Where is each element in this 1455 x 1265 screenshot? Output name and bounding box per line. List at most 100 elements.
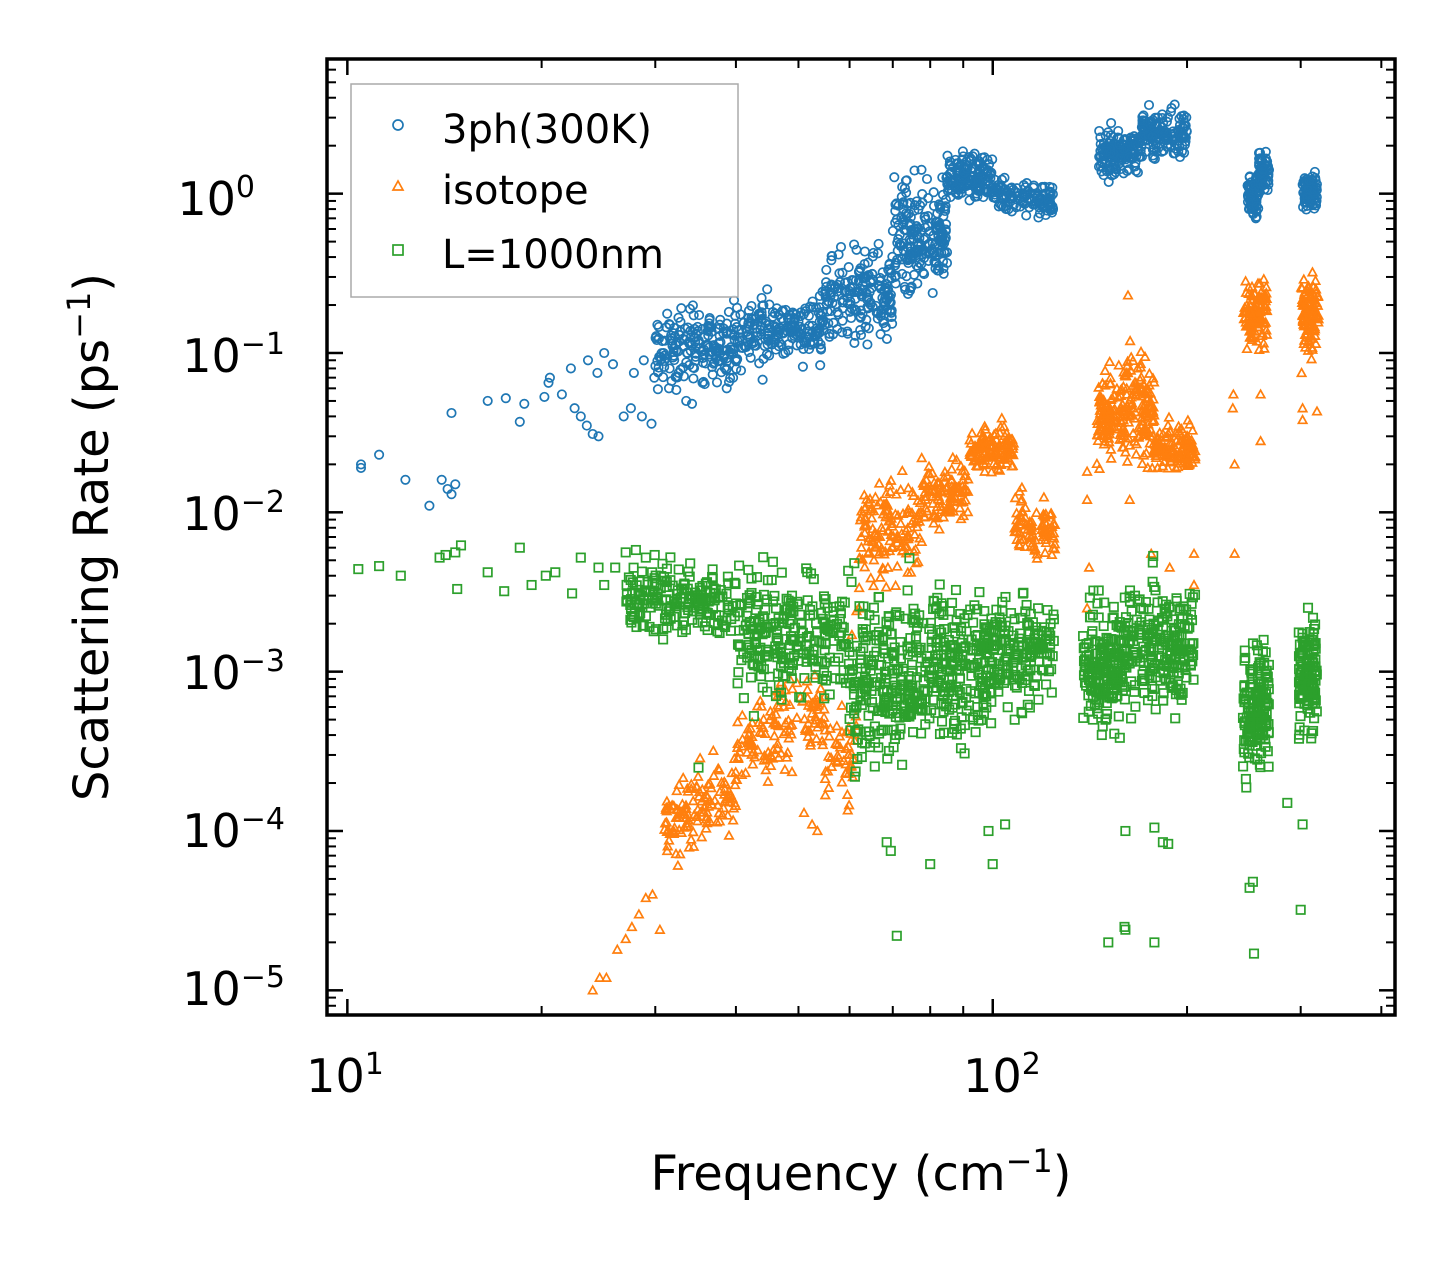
data-point (1095, 132, 1106, 143)
data-point (1171, 593, 1182, 604)
data-point (946, 474, 958, 485)
data-point (1096, 429, 1108, 441)
data-point (1093, 462, 1106, 473)
data-point (855, 541, 868, 552)
data-point (1298, 334, 1311, 345)
data-point (846, 576, 857, 587)
data-point (652, 384, 663, 395)
data-point (610, 562, 621, 573)
data-point (731, 322, 742, 333)
data-point (1126, 409, 1138, 420)
data-point (1165, 456, 1177, 467)
data-point (956, 486, 968, 497)
data-point (1254, 388, 1267, 399)
data-point (1143, 367, 1156, 378)
data-point (709, 357, 720, 368)
data-point (1306, 343, 1319, 354)
data-point (1114, 139, 1125, 150)
data-point (1106, 392, 1118, 403)
data-point (1019, 540, 1032, 552)
data-point (884, 485, 896, 496)
data-point (710, 346, 721, 358)
data-point (822, 750, 835, 761)
data-point (1039, 546, 1051, 557)
data-point (1174, 113, 1185, 124)
data-point (707, 369, 718, 380)
data-point (786, 766, 798, 777)
data-point (625, 614, 636, 625)
data-point (741, 746, 753, 757)
data-point (1018, 197, 1029, 208)
data-point (909, 205, 920, 216)
data-point (1130, 701, 1141, 712)
data-point (1010, 520, 1022, 531)
data-point (565, 363, 576, 374)
data-point (935, 200, 946, 211)
data-point (1250, 304, 1262, 315)
data-point (638, 620, 649, 631)
data-point (1093, 390, 1106, 401)
data-point (937, 511, 950, 522)
data-point (717, 802, 730, 813)
data-point (942, 150, 953, 161)
data-point (1084, 612, 1096, 623)
data-point (1161, 430, 1174, 441)
data-point (1081, 493, 1093, 504)
data-point (843, 262, 854, 273)
data-point (869, 491, 882, 502)
data-point (682, 814, 695, 825)
data-point (810, 732, 823, 743)
data-point (1170, 462, 1182, 473)
data-point (934, 579, 945, 590)
data-point (1033, 694, 1044, 705)
data-point (757, 374, 768, 385)
data-point (818, 690, 831, 702)
data-point (751, 572, 763, 583)
data-point (897, 507, 909, 518)
data-point (707, 571, 718, 583)
data-point (999, 172, 1010, 183)
data-point (374, 561, 385, 572)
data-point (709, 794, 721, 805)
data-point (499, 586, 510, 597)
data-point (681, 357, 692, 368)
data-point (646, 418, 657, 429)
data-point (728, 372, 739, 383)
data-point (1163, 411, 1175, 422)
y-tick-label-1e0: 100 (177, 170, 255, 226)
data-point (1254, 435, 1267, 446)
data-point (1254, 147, 1266, 158)
data-point (1186, 424, 1199, 435)
data-point (736, 733, 749, 744)
data-point (904, 285, 916, 296)
data-point (1178, 114, 1189, 125)
data-point (1048, 527, 1060, 538)
data-point (866, 512, 878, 523)
data-point (1093, 612, 1104, 623)
data-point (936, 247, 947, 258)
data-point (896, 464, 908, 476)
data-point (874, 496, 887, 507)
data-point (728, 796, 741, 808)
data-point (544, 372, 555, 383)
data-point (1260, 178, 1271, 189)
data-point (1142, 383, 1154, 394)
data-point (919, 510, 931, 521)
data-point (785, 728, 797, 739)
y-axis-label: Scattering Rate (ps−1) (60, 273, 120, 801)
data-point (694, 310, 705, 321)
data-point (652, 319, 663, 330)
data-point (1310, 198, 1321, 209)
data-point (1253, 343, 1265, 354)
data-point (1028, 541, 1040, 552)
data-point (832, 749, 844, 760)
data-point (1295, 904, 1306, 915)
data-point (815, 682, 827, 693)
x-tick-label-10: 101 (306, 1047, 384, 1103)
data-point (686, 398, 698, 409)
data-point (1240, 773, 1251, 785)
data-point (880, 581, 892, 592)
data-point (897, 199, 908, 210)
data-point (1302, 192, 1313, 203)
data-point (902, 585, 913, 596)
